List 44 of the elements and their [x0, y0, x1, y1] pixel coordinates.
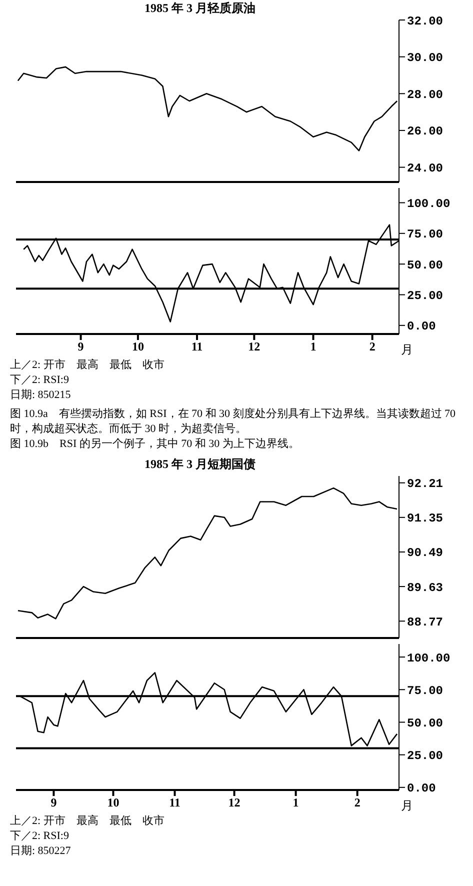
- x-tick-label: 9: [50, 796, 57, 810]
- text: 上／2: 开市 最高 最低 收市: [10, 358, 166, 373]
- y-tick-label: 50.00: [407, 258, 444, 272]
- y-tick-label: 26.00: [407, 124, 444, 139]
- x-tick-label: 10: [132, 340, 144, 354]
- x-tick-label: 2: [369, 340, 376, 354]
- x-tick-label: 2: [354, 796, 360, 810]
- y-tick-label: 90.49: [407, 546, 444, 560]
- y-tick-label: 25.00: [407, 289, 444, 303]
- y-tick-label: 28.00: [407, 88, 444, 102]
- y-tick-label: 50.00: [407, 716, 444, 730]
- y-tick-label: 0.00: [407, 320, 436, 334]
- y-tick-label: 30.00: [407, 51, 444, 66]
- x-tick-label: 1: [292, 796, 299, 810]
- y-tick-label: 0.00: [407, 782, 436, 796]
- caption: 图 10.9a 有些摆动指数，如 RSI，在 70 和 30 刻度处分别具有上下边界线。当其读数超过 70 时，构成超买状态。而低于 30 时，为超卖信号。: [10, 407, 456, 437]
- text: 日期: 850215: [10, 388, 72, 403]
- y-tick-label: 32.00: [407, 14, 444, 28]
- text: 日期: 850227: [10, 844, 72, 859]
- text: 下／2: RSI:9: [10, 829, 70, 844]
- x-axis-title: 月: [401, 798, 413, 812]
- y-tick-label: 92.21: [407, 477, 444, 492]
- y-tick-label: 89.63: [407, 580, 444, 595]
- caption: 图 10.9b RSI 的另一个例子，其中 70 和 30 为上下边界线。: [10, 437, 300, 452]
- y-tick-label: 75.00: [407, 684, 444, 698]
- y-tick-label: 75.00: [407, 228, 444, 242]
- y-tick-label: 100.00: [407, 651, 450, 666]
- x-tick-label: 12: [228, 796, 240, 810]
- x-tick-label: 11: [191, 340, 203, 354]
- text: 下／2: RSI:9: [10, 373, 70, 388]
- x-tick-label: 12: [248, 340, 260, 354]
- text: 上／2: 开市 最高 最低 收市: [10, 814, 166, 829]
- x-tick-label: 1: [310, 340, 316, 354]
- y-tick-label: 25.00: [407, 749, 444, 764]
- chart-title: 1985 年 3 月短期国债: [144, 456, 256, 472]
- x-axis-title: 月: [401, 342, 413, 356]
- chart-title: 1985 年 3 月轻质原油: [144, 0, 256, 16]
- x-tick-label: 9: [78, 340, 84, 354]
- y-tick-label: 100.00: [407, 196, 450, 211]
- x-tick-label: 10: [107, 796, 120, 810]
- x-tick-label: 11: [169, 796, 180, 810]
- y-tick-label: 88.77: [407, 615, 444, 630]
- y-tick-label: 24.00: [407, 162, 444, 176]
- y-tick-label: 91.35: [407, 512, 444, 526]
